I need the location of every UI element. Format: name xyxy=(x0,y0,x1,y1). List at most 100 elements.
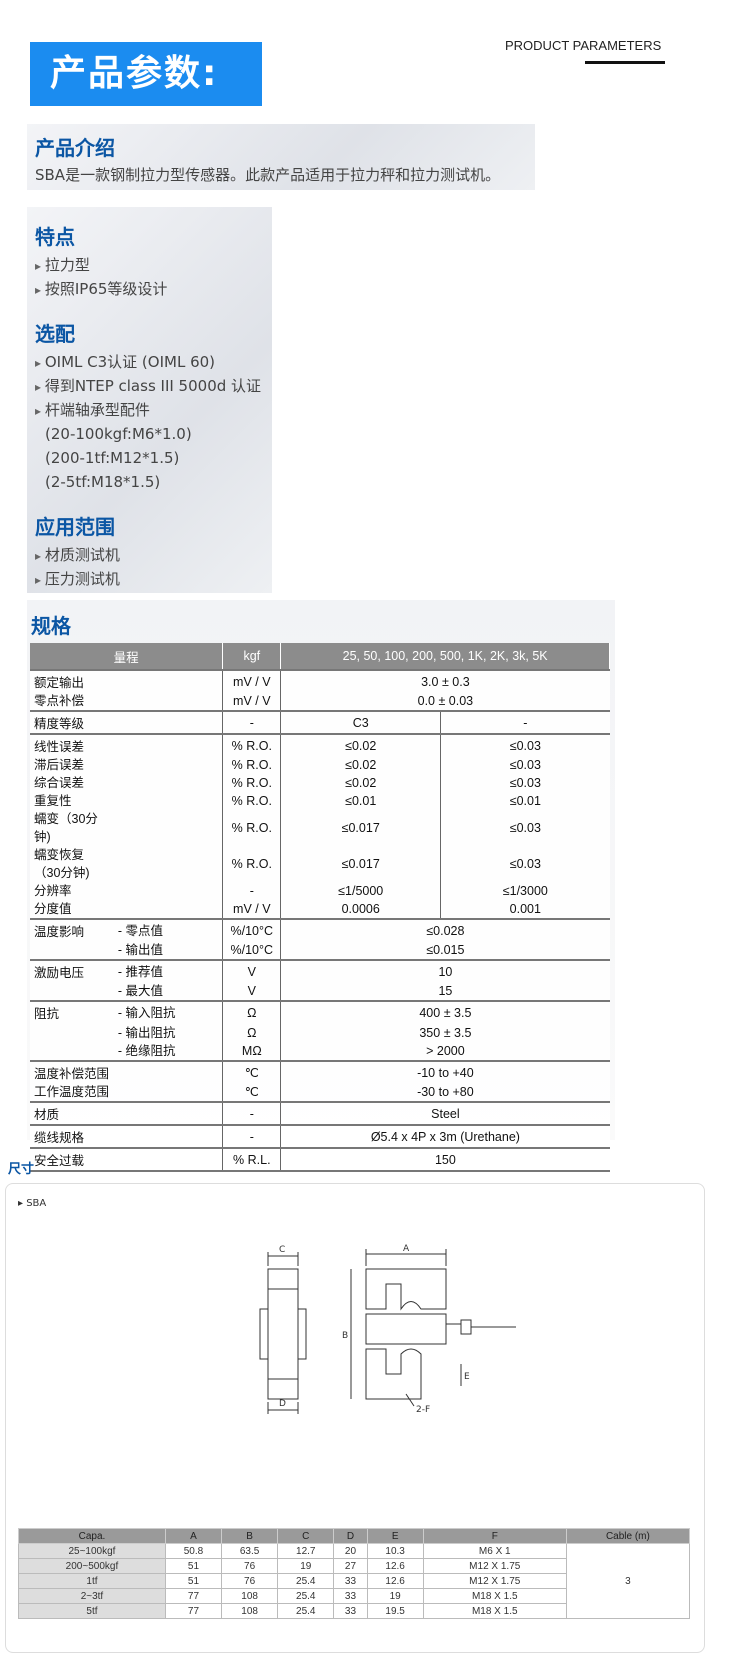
spec-sublabel xyxy=(113,734,224,756)
spec-value: 15 xyxy=(280,982,610,1001)
dim-cell: 19.5 xyxy=(366,1603,424,1619)
spec-sublabel xyxy=(113,692,224,711)
spec-sublabel xyxy=(113,670,224,692)
intro-section: 产品介绍 SBA是一款钢制拉力型传感器。此款产品适用于拉力秤和拉力测试机。 xyxy=(27,124,535,190)
dim-cell: 76 xyxy=(221,1573,279,1589)
option-sub-item: (20-100kgf:M6*1.0) xyxy=(45,425,192,443)
spec-sublabel xyxy=(113,1148,224,1171)
spec-sublabel xyxy=(113,711,224,734)
spec-group: 安全过载 % R.L. 150 xyxy=(30,1148,610,1171)
dimensions-panel: C D A B E 2-F Capa. A B C D E F Cable (m) 25~10… xyxy=(5,1183,705,1653)
spec-label xyxy=(30,941,114,960)
dim-cable-cell: 3 xyxy=(565,1543,691,1619)
spec-group: 材质 - Steel xyxy=(30,1102,610,1125)
spec-unit: %/10°C xyxy=(222,919,282,941)
spec-label: 温度影响 xyxy=(30,919,114,941)
subtitle-underline xyxy=(585,61,665,64)
spec-label: 材质 xyxy=(30,1102,114,1125)
spec-unit: - xyxy=(222,1125,282,1148)
spec-row: 分度值 mV / V 0.0006 0.001 xyxy=(30,900,610,919)
spec-sublabel xyxy=(113,810,224,846)
spec-row: 激励电压 - 推荐值 V 10 xyxy=(30,960,610,982)
dim-col-header: C xyxy=(277,1528,335,1544)
application-item: 压力测试机 xyxy=(35,568,272,592)
feature-item: 拉力型 xyxy=(35,254,272,278)
spec-label: 温度补偿范围 xyxy=(30,1061,114,1083)
spec-unit: ℃ xyxy=(222,1083,282,1102)
spec-sublabel xyxy=(113,846,224,882)
dim-cell: 33 xyxy=(333,1603,368,1619)
features-title: 特点 xyxy=(35,225,75,249)
spec-value: 350 ± 3.5 xyxy=(280,1023,610,1042)
dim-cell: 63.5 xyxy=(221,1543,279,1559)
features-panel: 特点 拉力型 按照IP65等级设计 选配 OIML C3认证 (OIML 60)… xyxy=(27,207,272,593)
spec-label: 缆线规格 xyxy=(30,1125,114,1148)
spec-row: 安全过载 % R.L. 150 xyxy=(30,1148,610,1171)
spec-row: - 输出阻抗 Ω 350 ± 3.5 xyxy=(30,1023,610,1042)
dimensions-table: Capa. A B C D E F Cable (m) 25~100kgf 50.8 63.5 12… xyxy=(18,1528,691,1619)
spec-value-other: ≤0.03 xyxy=(440,810,610,846)
label-b: B xyxy=(342,1331,348,1341)
spec-row: 滞后误差 % R.O. ≤0.02 ≤0.03 xyxy=(30,756,610,774)
spec-row: - 绝缘阻抗 MΩ > 2000 xyxy=(30,1042,610,1061)
spec-header-capacities: 25, 50, 100, 200, 500, 1K, 2K, 3k, 5K xyxy=(280,643,610,670)
spec-header-row: 量程 kgf 25, 50, 100, 200, 500, 1K, 2K, 3k… xyxy=(30,643,610,670)
dim-cell: 51 xyxy=(164,1558,223,1574)
spec-row: 重复性% R.O. ≤0.01 ≤0.01 xyxy=(30,792,610,810)
spec-sublabel xyxy=(113,1125,224,1148)
spec-label xyxy=(30,1023,114,1042)
spec-unit: - xyxy=(222,711,282,734)
spec-value-c3: ≤0.02 xyxy=(280,756,442,774)
spec-value-c3: C3 xyxy=(280,711,442,734)
spec-unit: mV / V xyxy=(222,692,282,711)
spec-value: ≤0.015 xyxy=(280,941,610,960)
dim-col-header: B xyxy=(221,1528,279,1544)
dim-cell: 200~500kgf xyxy=(18,1558,166,1574)
spec-unit: % R.O. xyxy=(222,810,282,846)
spec-value: -30 to +80 xyxy=(280,1083,610,1102)
dim-cell: 27 xyxy=(333,1558,368,1574)
option-item: 杆端轴承型配件 xyxy=(35,399,272,423)
spec-label: 滞后误差 xyxy=(30,756,114,774)
sba-drawing: C D A B E 2-F xyxy=(259,1244,516,1415)
spec-row: 材质 - Steel xyxy=(30,1102,610,1125)
spec-label: 分度值 xyxy=(30,900,114,919)
label-d: D xyxy=(279,1399,286,1409)
dim-cell: 5tf xyxy=(18,1603,166,1619)
spec-unit: % R.O. xyxy=(222,774,282,792)
dim-cell: 77 xyxy=(164,1603,223,1619)
spec-sublabel: - 推荐值 xyxy=(113,960,224,982)
spec-value: > 2000 xyxy=(280,1042,610,1061)
spec-unit: - xyxy=(222,882,282,900)
spec-value-other: ≤0.03 xyxy=(440,846,610,882)
spec-value: 0.0 ± 0.03 xyxy=(280,692,610,711)
spec-value-c3: 0.0006 xyxy=(280,900,442,919)
spec-unit: % R.O. xyxy=(222,846,282,882)
spec-value-c3: ≤1/5000 xyxy=(280,882,442,900)
feature-item: 按照IP65等级设计 xyxy=(35,278,272,302)
spec-group: 温度影响 - 零点值 %/10°C ≤0.028- 输出值 %/10°C ≤0.015 xyxy=(30,919,610,960)
spec-group: 额定输出 mV / V 3.0 ± 0.3 零点补偿 mV / V 0.0 ± 0.03 xyxy=(30,670,610,711)
dim-cell: 50.8 xyxy=(164,1543,223,1559)
dim-cell: 51 xyxy=(164,1573,223,1589)
dim-cell: 108 xyxy=(221,1603,279,1619)
spec-row: 蠕变恢复（30分钟) % R.O. ≤0.017 ≤0.03 xyxy=(30,846,610,882)
spec-sublabel: - 最大值 xyxy=(113,982,224,1001)
spec-row: 缆线规格 - Ø5.4 x 4P x 3m (Urethane) xyxy=(30,1125,610,1148)
spec-group: 阻抗 - 输入阻抗 Ω 400 ± 3.5- 输出阻抗 Ω 350 ± 3.5- 绝缘阻抗… xyxy=(30,1001,610,1061)
dim-cell: M6 X 1 xyxy=(422,1543,567,1559)
dim-cell: 108 xyxy=(221,1588,279,1604)
dim-cell: M18 X 1.5 xyxy=(422,1603,567,1619)
spec-value-c3: ≤0.02 xyxy=(280,734,442,756)
options-title: 选配 xyxy=(35,322,75,346)
dim-col-header: E xyxy=(366,1528,424,1544)
spec-unit: Ω xyxy=(222,1001,282,1023)
spec-unit: mV / V xyxy=(222,670,282,692)
spec-unit: % R.O. xyxy=(222,734,282,756)
spec-label xyxy=(30,1042,114,1061)
label-2f: 2-F xyxy=(416,1405,430,1415)
spec-value-other: ≤0.01 xyxy=(440,792,610,810)
applications-title: 应用范围 xyxy=(35,515,115,539)
dim-cell: 33 xyxy=(333,1573,368,1589)
dim-cell: 19 xyxy=(277,1558,335,1574)
